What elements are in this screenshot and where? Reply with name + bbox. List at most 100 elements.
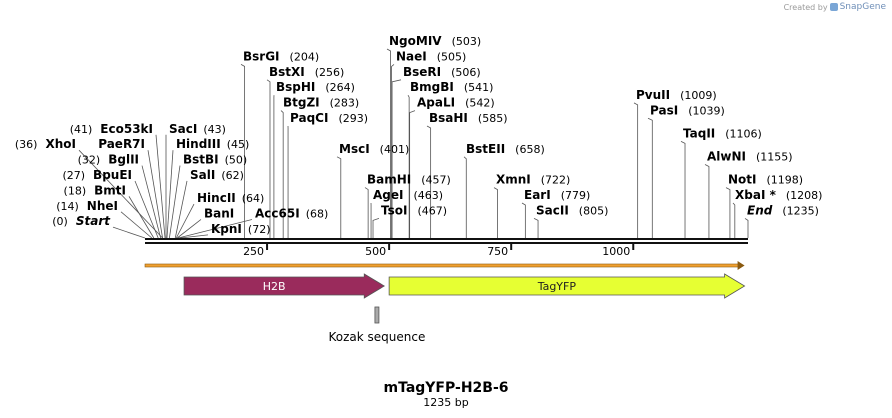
site-hindiii[interactable]: HindIII (45): [176, 137, 249, 151]
site-start[interactable]: Start (0): [52, 214, 111, 228]
site-agei[interactable]: AgeI (463): [373, 188, 443, 202]
site-bstbi[interactable]: BstBI (50): [183, 153, 247, 167]
site-name: XhoI: [45, 137, 76, 151]
site-name: Start: [76, 214, 111, 228]
site-paer7i[interactable]: PaeR7I: [98, 137, 145, 151]
site-name: BmtI: [94, 183, 126, 197]
site-btgzi[interactable]: BtgZI (283): [283, 96, 359, 110]
site-paqci[interactable]: PaqCI (293): [290, 111, 368, 125]
site-connector: [155, 134, 166, 239]
orf-bar[interactable]: [144, 263, 739, 268]
ruler-ticks: 250 500 750 1000: [243, 244, 635, 258]
site-bglii[interactable]: BglII (32): [78, 153, 139, 167]
site-connector: [391, 64, 395, 238]
site-end[interactable]: End (1235): [747, 203, 819, 217]
site-alwni[interactable]: AlwNI (1155): [707, 150, 793, 164]
sequence-backbone: [145, 238, 748, 244]
site-position: (72): [248, 223, 271, 236]
site-name: SalI: [190, 168, 215, 182]
site-connector: [174, 180, 188, 239]
kozak-label: Kozak sequence: [328, 330, 425, 344]
site-name: BamHI: [367, 173, 411, 187]
site-eari[interactable]: EarI (779): [524, 188, 590, 202]
site-bmti[interactable]: BmtI (18): [64, 183, 126, 197]
site-eco53ki[interactable]: Eco53kI (41): [70, 122, 153, 136]
site-connector: [426, 125, 432, 238]
site-position: (722): [541, 174, 571, 187]
site-position: (541): [464, 81, 494, 94]
site-name: NheI: [87, 199, 118, 213]
site-bani[interactable]: BanI: [204, 206, 234, 220]
feature-tagyfp[interactable]: TagYFP: [388, 273, 746, 299]
site-naei[interactable]: NaeI (505): [396, 49, 466, 63]
kozak-marker[interactable]: [374, 306, 380, 324]
tick-label: 1000: [602, 245, 630, 258]
site-position: (1198): [767, 174, 804, 187]
site-tsoi[interactable]: TsoI (467): [381, 203, 447, 217]
site-position: (1106): [725, 127, 762, 140]
site-connector: [391, 79, 402, 238]
site-bpuei[interactable]: BpuEI (27): [62, 168, 132, 182]
site-ngomiv[interactable]: NgoMIV (503): [389, 34, 481, 48]
site-pvuii[interactable]: PvuII (1009): [636, 88, 717, 102]
site-position: (467): [417, 204, 447, 217]
site-kpni[interactable]: KpnI (72): [211, 222, 271, 236]
site-msci[interactable]: MscI (401): [339, 142, 409, 156]
site-hincii[interactable]: HincII (64): [197, 191, 264, 205]
site-position: (204): [290, 50, 320, 63]
feature-h2b[interactable]: H2B: [183, 273, 386, 299]
site-saci[interactable]: SacI (43): [169, 122, 226, 136]
site-position: (293): [338, 112, 368, 125]
site-connector: [463, 156, 467, 238]
credit-prefix: Created by: [783, 2, 828, 12]
site-apali[interactable]: ApaLI (542): [417, 96, 495, 110]
map-subtitle: 1235 bp: [423, 396, 468, 409]
site-noti[interactable]: NotI (1198): [728, 173, 803, 187]
orf-arrowhead: [737, 261, 745, 270]
site-name: BglII: [108, 153, 139, 167]
site-nhei[interactable]: NheI (14): [56, 199, 118, 213]
tick-label: 250: [243, 245, 264, 258]
site-connector: [372, 218, 380, 238]
site-connector: [176, 219, 202, 239]
site-connector: [364, 187, 369, 238]
site-position: (45): [227, 138, 250, 151]
site-connector: [280, 110, 284, 238]
feature-arrow: [388, 273, 746, 299]
site-name: TaqII: [683, 126, 715, 140]
site-bstxi[interactable]: BstXI (256): [269, 65, 344, 79]
site-connector: [169, 165, 181, 239]
site-connector: [178, 219, 253, 239]
site-sali[interactable]: SalI (62): [190, 168, 244, 182]
site-position: (41): [70, 123, 93, 136]
site-bseri[interactable]: BseRI (506): [403, 65, 481, 79]
site-connector: [141, 165, 162, 239]
feature-label: H2B: [263, 280, 286, 293]
site-xmni[interactable]: XmnI (722): [496, 173, 570, 187]
site-sacii[interactable]: SacII (805): [536, 203, 608, 217]
site-position: (1009): [680, 89, 717, 102]
site-acc65i[interactable]: Acc65I (68): [255, 206, 328, 220]
site-position: (0): [52, 215, 68, 228]
site-position: (68): [306, 207, 329, 220]
site-xbai[interactable]: XbaI * (1208): [735, 188, 822, 202]
site-connector: [732, 202, 736, 238]
site-bsphi[interactable]: BspHI (264): [276, 80, 355, 94]
site-name: PvuII: [636, 88, 670, 102]
site-xhoi[interactable]: XhoI (36): [15, 137, 76, 151]
site-taqii[interactable]: TaqII (1106): [683, 126, 762, 140]
site-bamhi[interactable]: BamHI (457): [367, 173, 451, 187]
site-bsahi[interactable]: BsaHI (585): [429, 111, 508, 125]
site-name: BspHI: [276, 80, 315, 94]
site-name: BstBI: [183, 153, 219, 167]
site-pasi[interactable]: PasI (1039): [650, 103, 725, 117]
site-bmgbi[interactable]: BmgBI (541): [410, 80, 493, 94]
site-position: (43): [203, 123, 226, 136]
site-position: (1155): [756, 151, 793, 164]
site-connector: [744, 218, 749, 238]
site-bsrgi[interactable]: BsrGI (204): [243, 49, 319, 63]
site-connector: [336, 156, 342, 238]
site-name: BsrGI: [243, 49, 280, 63]
site-bsteii[interactable]: BstEII (658): [466, 142, 545, 156]
